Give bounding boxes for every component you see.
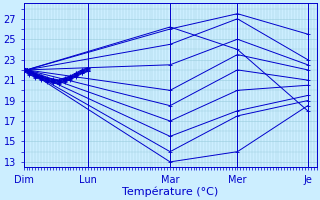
- X-axis label: Température (°C): Température (°C): [122, 186, 218, 197]
